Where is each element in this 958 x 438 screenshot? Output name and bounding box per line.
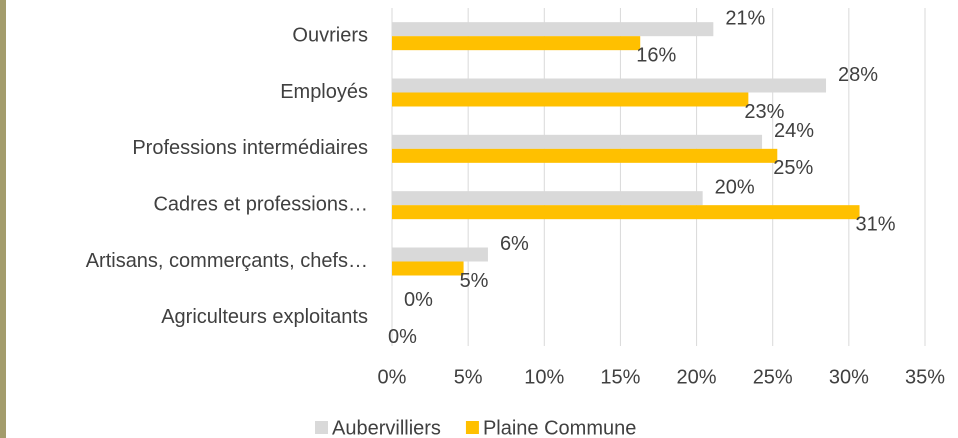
x-tick-label: 10% bbox=[524, 366, 564, 388]
category-label: Ouvriers bbox=[292, 24, 368, 46]
x-tick-label: 0% bbox=[378, 366, 407, 388]
data-label: 23% bbox=[744, 101, 784, 123]
category-label: Agriculteurs exploitants bbox=[161, 306, 368, 328]
data-label: 31% bbox=[856, 213, 896, 235]
bar bbox=[392, 261, 464, 276]
data-label: 25% bbox=[773, 157, 813, 179]
x-tick-label: 20% bbox=[677, 366, 717, 388]
category-label: Cadres et professions… bbox=[153, 193, 368, 215]
side-strip bbox=[0, 0, 6, 438]
data-label: 16% bbox=[636, 44, 676, 66]
bar bbox=[392, 205, 860, 220]
x-tick-label: 30% bbox=[829, 366, 869, 388]
category-label: Professions intermédiaires bbox=[132, 137, 368, 159]
bar bbox=[392, 134, 763, 149]
data-label: 5% bbox=[460, 270, 489, 292]
bar bbox=[392, 92, 749, 107]
category-label: Employés bbox=[280, 81, 368, 103]
legend-swatch bbox=[465, 421, 479, 434]
bar bbox=[392, 247, 488, 262]
x-tick-label: 5% bbox=[454, 366, 483, 388]
data-label: 28% bbox=[838, 64, 878, 86]
data-label: 21% bbox=[725, 7, 765, 29]
data-label: 6% bbox=[500, 233, 529, 255]
bar bbox=[392, 36, 641, 51]
x-tick-label: 15% bbox=[600, 366, 640, 388]
bar bbox=[392, 148, 778, 163]
data-label: 20% bbox=[715, 176, 755, 198]
legend-swatch bbox=[315, 421, 328, 434]
x-tick-label: 25% bbox=[753, 366, 793, 388]
x-tick-label: 35% bbox=[905, 366, 945, 388]
data-label: 0% bbox=[404, 289, 433, 311]
data-label: 0% bbox=[388, 326, 417, 348]
bar bbox=[392, 78, 827, 93]
category-label: Artisans, commerçants, chefs… bbox=[86, 250, 368, 272]
bar bbox=[392, 191, 703, 206]
legend-label: Aubervilliers bbox=[332, 417, 441, 438]
legend-label: Plaine Commune bbox=[483, 417, 636, 438]
data-label: 24% bbox=[774, 120, 814, 142]
bar bbox=[392, 22, 714, 37]
